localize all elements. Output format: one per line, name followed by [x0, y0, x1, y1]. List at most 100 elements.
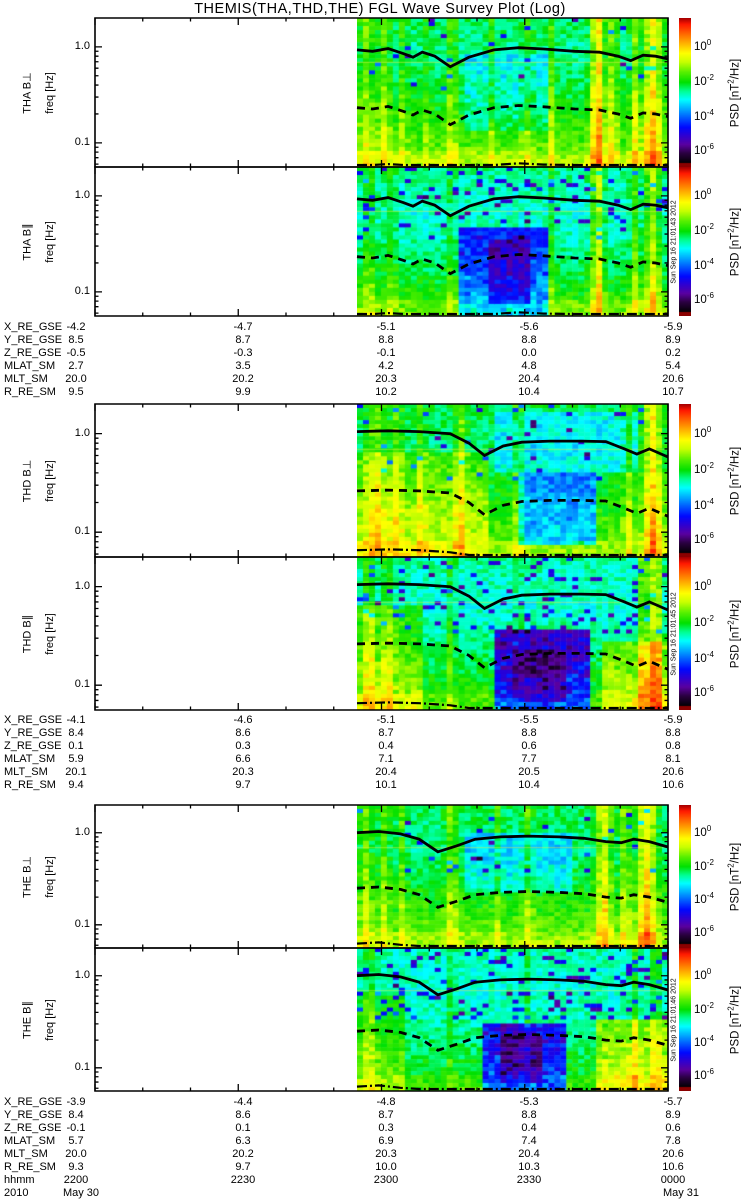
colorbar-thd-bperp	[679, 404, 691, 557]
ephemeris-value: 4.8	[521, 360, 537, 372]
ephemeris-value: 20.2	[232, 1148, 254, 1160]
ephemeris-value: 0.6	[521, 740, 537, 752]
colorbar-tick-label: 100	[694, 824, 712, 839]
ephemeris-label: X_RE_GSE	[4, 321, 63, 333]
colorbar-the-bpar	[679, 948, 691, 1091]
freq-tick-label: 1.0	[74, 39, 90, 52]
ephemeris-label: Z_RE_GSE	[4, 347, 62, 359]
spectrogram-the-bpar	[357, 948, 668, 1091]
colorbar-tick-label: 10-4	[694, 1034, 714, 1050]
ephemeris-value: 0.4	[521, 1122, 537, 1134]
ephemeris-value: 9.3	[68, 1161, 84, 1173]
ephemeris-value: 3.5	[235, 360, 251, 372]
year-label: 2010	[4, 1187, 29, 1199]
ephemeris-value: 8.9	[665, 334, 681, 346]
ephemeris-value: 8.6	[235, 727, 251, 739]
ephemeris-label: Z_RE_GSE	[4, 1122, 62, 1134]
colorbar-tick-label: 100	[694, 425, 712, 440]
colorbar-tick-label: 10-6	[694, 1066, 714, 1082]
colorbar-tick-label: 10-4	[694, 496, 714, 512]
ephemeris-label: Y_RE_GSE	[4, 727, 63, 739]
freq-tick-label: 1.0	[74, 579, 90, 592]
freq-tick-label: 1.0	[74, 825, 90, 838]
colorbar-tick-label: 10-6	[694, 531, 714, 547]
ephemeris-value: 0.6	[665, 1122, 681, 1134]
ephemeris-value: 7.8	[665, 1135, 681, 1147]
ephemeris-value: -5.3	[519, 1096, 539, 1108]
ephemeris-value: 20.4	[518, 1148, 540, 1160]
ephemeris-value: -3.9	[66, 1096, 86, 1108]
ephemeris-value: 8.4	[68, 1109, 84, 1121]
ephemeris-value: 20.6	[662, 373, 684, 385]
ephemeris-value: 4.2	[378, 360, 394, 372]
ephemeris-value: 20.6	[662, 1148, 684, 1160]
ephemeris-label: MLT_SM	[4, 373, 48, 385]
ephemeris-value: 8.8	[378, 334, 394, 346]
freq-tick-label: 0.1	[74, 135, 90, 148]
ephemeris-value: 20.4	[518, 373, 540, 385]
ephemeris-value: 20.2	[232, 373, 254, 385]
ephemeris-value: -0.3	[233, 347, 253, 359]
ephemeris-value: -4.6	[233, 714, 253, 726]
ephemeris-value: 5.9	[68, 753, 84, 765]
ephemeris-value: 8.7	[378, 1109, 394, 1121]
ephemeris-value: -5.9	[663, 321, 683, 333]
ephemeris-value: 8.4	[68, 727, 84, 739]
ephemeris-label: MLT_SM	[4, 1148, 48, 1160]
colorbar-tick-label: 100	[694, 187, 712, 203]
ephemeris-value: 10.4	[518, 386, 540, 398]
colorbar-tick-label: 10-2	[694, 857, 714, 873]
ephemeris-value: 6.9	[378, 1135, 394, 1147]
colorbar-tick-label: 10-6	[694, 923, 714, 939]
colorbar-tick-label: 10-4	[694, 108, 714, 124]
ephemeris-label: Z_RE_GSE	[4, 740, 62, 752]
colorbar-tick-label: 10-2	[694, 1000, 714, 1016]
ephemeris-value: 0.3	[235, 740, 251, 752]
ephemeris-value: -4.2	[66, 321, 86, 333]
ephemeris-value: 0.0	[521, 347, 537, 359]
colorbar-tick-label: 100	[694, 967, 712, 982]
ephemeris-value: 9.4	[68, 779, 84, 791]
colorbar-tick-label: 10-2	[694, 614, 714, 629]
freq-tick-label: 0.1	[74, 678, 90, 691]
ephemeris-value: 10.7	[662, 386, 684, 398]
ephemeris-value: 9.7	[235, 1161, 251, 1173]
ephemeris-value: 9.5	[68, 386, 84, 398]
ephemeris-label: Y_RE_GSE	[4, 1109, 63, 1121]
ephemeris-label: R_RE_SM	[4, 386, 56, 398]
colorbar-tick-label: 10-2	[694, 73, 714, 89]
spectrogram-tha-bpar	[357, 167, 668, 316]
date-start-label: May 30	[62, 1187, 100, 1199]
freq-tick-label: 1.0	[74, 188, 90, 201]
ephemeris-value: 0.1	[68, 740, 84, 752]
ephemeris-value: 20.5	[518, 766, 540, 778]
time-tick-label: 2330	[516, 1174, 542, 1186]
colorbar-tha-bperp	[679, 18, 691, 167]
ephemeris-value: -5.6	[519, 321, 539, 333]
freq-tick-label: 0.1	[74, 917, 90, 930]
colorbar-thd-bpar	[679, 557, 691, 710]
ephemeris-value: 9.7	[235, 779, 251, 791]
ephemeris-value: 0.2	[665, 347, 681, 359]
ephemeris-label: Y_RE_GSE	[4, 334, 63, 346]
ephemeris-value: 9.9	[235, 386, 251, 398]
colorbar-tick-label: 10-4	[694, 649, 714, 665]
ephemeris-value: -5.7	[663, 1096, 683, 1108]
freq-tick-label: 0.1	[74, 525, 90, 538]
ephemeris-value: 10.6	[662, 1161, 684, 1173]
spectrogram-thd-bperp	[357, 404, 668, 557]
ephemeris-value: 10.6	[662, 779, 684, 791]
ephemeris-label: MLAT_SM	[4, 1135, 56, 1147]
ephemeris-value: 20.1	[65, 766, 87, 778]
ephemeris-value: 6.6	[235, 753, 251, 765]
spectrogram-tha-bperp	[357, 18, 668, 167]
ephemeris-value: 0.8	[665, 740, 681, 752]
colorbar-tick-label: 100	[694, 578, 712, 593]
ephemeris-value: 8.7	[235, 334, 251, 346]
spectrogram-thd-bpar	[357, 557, 668, 710]
ephemeris-value: 5.7	[68, 1135, 84, 1147]
ephemeris-value: 5.4	[665, 360, 681, 372]
colorbar-tick-label: 10-4	[694, 257, 714, 273]
ephemeris-value: 20.4	[375, 766, 397, 778]
